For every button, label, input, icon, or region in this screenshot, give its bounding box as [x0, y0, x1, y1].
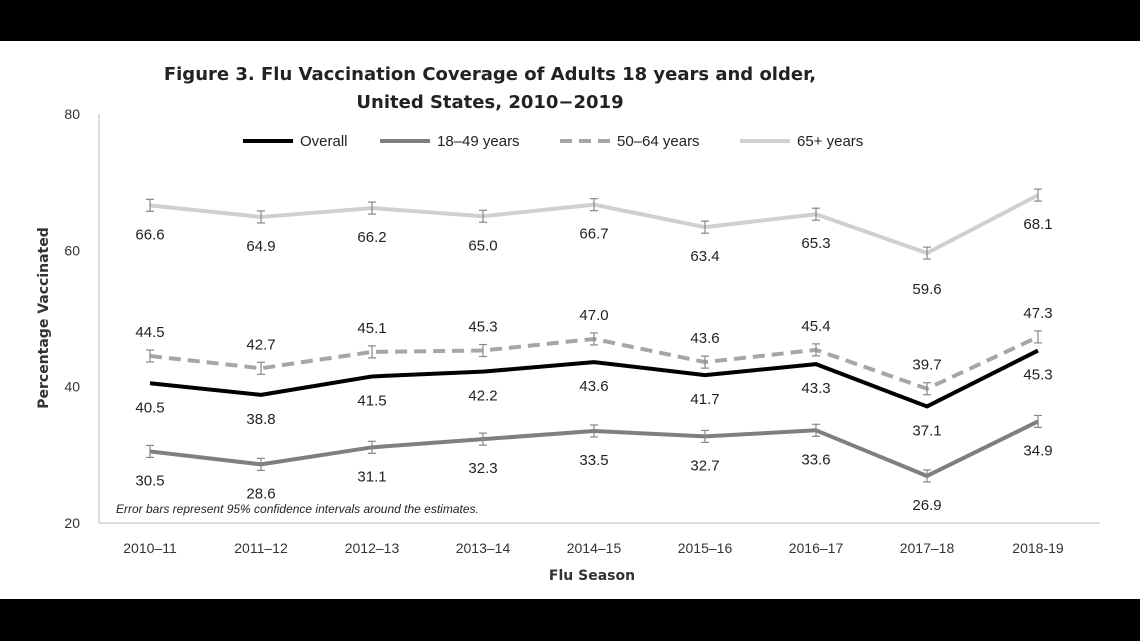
data-label-50-64-years: 45.1 — [357, 320, 386, 337]
x-tick-label: 2014–15 — [567, 540, 622, 556]
data-label-65-years: 66.6 — [135, 226, 164, 243]
data-label-50-64-years: 45.3 — [468, 319, 497, 336]
data-label-overall: 37.1 — [912, 422, 941, 439]
legend-label-50-64-years: 50–64 years — [617, 133, 700, 150]
x-tick-label: 2013–14 — [456, 540, 511, 556]
data-label-65-years: 66.7 — [579, 226, 608, 243]
series-line-overall — [149, 348, 1039, 409]
y-axis-title: Percentage Vaccinated — [36, 227, 52, 409]
data-label-18-49-years: 32.3 — [468, 460, 497, 477]
data-label-18-49-years: 33.5 — [579, 452, 608, 469]
series-65-years — [146, 188, 1042, 260]
data-label-18-49-years: 32.7 — [690, 457, 719, 474]
data-label-50-64-years: 47.0 — [579, 307, 608, 324]
y-tick-label: 60 — [64, 242, 80, 258]
legend: Overall 18–49 years 50–64 years 65+ years — [243, 133, 863, 150]
data-label-overall: 38.8 — [246, 411, 275, 428]
x-axis-title: Flu Season — [549, 568, 635, 584]
chart: Figure 3. Flu Vaccination Coverage of Ad… — [36, 64, 1100, 584]
chart-title-line2: United States, 2010−2019 — [356, 92, 623, 113]
chart-title-line1: Figure 3. Flu Vaccination Coverage of Ad… — [164, 64, 816, 85]
series-layer — [146, 188, 1042, 483]
legend-label-overall: Overall — [300, 133, 348, 150]
data-label-50-64-years: 43.6 — [690, 330, 719, 347]
data-label-overall: 43.6 — [579, 378, 608, 395]
data-label-overall: 42.2 — [468, 388, 497, 405]
x-tick-label: 2017–18 — [900, 540, 955, 556]
data-label-65-years: 65.3 — [801, 235, 830, 252]
y-ticks: 20 40 60 80 — [64, 106, 80, 531]
error-bar-note: Error bars represent 95% confidence inte… — [116, 502, 479, 516]
x-tick-label: 2010–11 — [123, 540, 177, 556]
x-tick-label: 2015–16 — [678, 540, 733, 556]
data-label-65-years: 63.4 — [690, 248, 719, 265]
data-label-50-64-years: 39.7 — [912, 357, 941, 374]
data-label-50-64-years: 44.5 — [135, 324, 164, 341]
data-label-18-49-years: 31.1 — [357, 468, 386, 485]
data-label-65-years: 64.9 — [246, 238, 275, 255]
data-label-18-49-years: 28.6 — [246, 485, 275, 502]
data-label-overall: 43.3 — [801, 380, 830, 397]
x-tick-label: 2012–13 — [345, 540, 400, 556]
y-tick-label: 40 — [64, 379, 80, 395]
data-label-65-years: 65.0 — [468, 237, 497, 254]
data-label-overall: 41.5 — [357, 392, 386, 409]
x-tick-label: 2018-19 — [1012, 540, 1064, 556]
x-ticks: 2010–11 2011–12 2012–13 2013–14 2014–15 2015–… — [123, 540, 1064, 556]
y-tick-label: 80 — [64, 106, 80, 122]
series-18-49-years — [146, 414, 1042, 483]
y-tick-label: 20 — [64, 515, 80, 531]
data-label-18-49-years: 34.9 — [1023, 442, 1052, 459]
data-label-18-49-years: 26.9 — [912, 497, 941, 514]
legend-label-18-49-years: 18–49 years — [437, 133, 520, 150]
data-label-overall: 41.7 — [690, 391, 719, 408]
data-label-50-64-years: 42.7 — [246, 336, 275, 353]
x-tick-label: 2011–12 — [234, 540, 288, 556]
data-label-50-64-years: 47.3 — [1023, 305, 1052, 322]
data-label-65-years: 59.6 — [912, 281, 941, 298]
data-labels: 40.5 38.8 41.5 42.2 43.6 41.7 43.3 37.1 45.3 30.5… — [135, 216, 1052, 514]
data-label-50-64-years: 45.4 — [801, 318, 830, 335]
data-label-18-49-years: 33.6 — [801, 451, 830, 468]
data-label-65-years: 68.1 — [1023, 216, 1052, 233]
series-overall — [149, 348, 1039, 409]
series-50-64-years — [146, 330, 1042, 396]
x-tick-label: 2016–17 — [789, 540, 844, 556]
data-label-overall: 45.3 — [1023, 367, 1052, 384]
data-label-overall: 40.5 — [135, 399, 164, 416]
data-label-65-years: 66.2 — [357, 229, 386, 246]
data-label-18-49-years: 30.5 — [135, 472, 164, 489]
legend-label-65-years: 65+ years — [797, 133, 863, 150]
chart-frame: Figure 3. Flu Vaccination Coverage of Ad… — [0, 41, 1140, 599]
